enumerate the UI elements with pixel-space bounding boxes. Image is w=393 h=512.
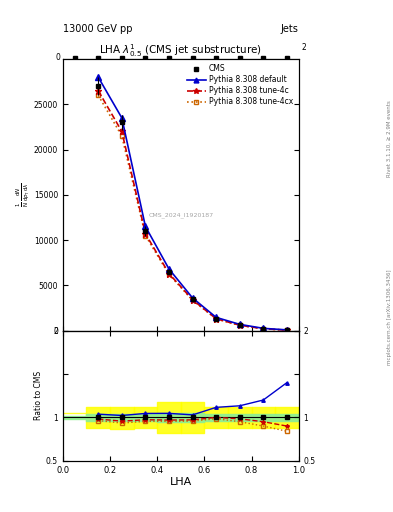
Text: Jets: Jets (281, 24, 299, 34)
Text: 0: 0 (56, 53, 61, 62)
Text: 2: 2 (301, 43, 306, 52)
Text: Rivet 3.1.10, ≥ 2.9M events: Rivet 3.1.10, ≥ 2.9M events (387, 100, 392, 177)
Text: CMS_2024_I1920187: CMS_2024_I1920187 (148, 212, 213, 218)
Y-axis label: Ratio to CMS: Ratio to CMS (34, 371, 43, 420)
Text: mcplots.cern.ch [arXiv:1306.3436]: mcplots.cern.ch [arXiv:1306.3436] (387, 270, 392, 365)
Title: LHA $\lambda^{1}_{0.5}$ (CMS jet substructure): LHA $\lambda^{1}_{0.5}$ (CMS jet substru… (99, 42, 262, 59)
Text: 13000 GeV pp: 13000 GeV pp (63, 24, 132, 34)
Y-axis label: $\frac{1}{\mathrm{N}}\,\frac{\mathrm{d}N}{\mathrm{d}p_{\mathrm{T}}\,\mathrm{d}\l: $\frac{1}{\mathrm{N}}\,\frac{\mathrm{d}N… (14, 182, 31, 207)
X-axis label: LHA: LHA (170, 477, 192, 487)
Legend: CMS, Pythia 8.308 default, Pythia 8.308 tune-4c, Pythia 8.308 tune-4cx: CMS, Pythia 8.308 default, Pythia 8.308 … (185, 63, 295, 108)
